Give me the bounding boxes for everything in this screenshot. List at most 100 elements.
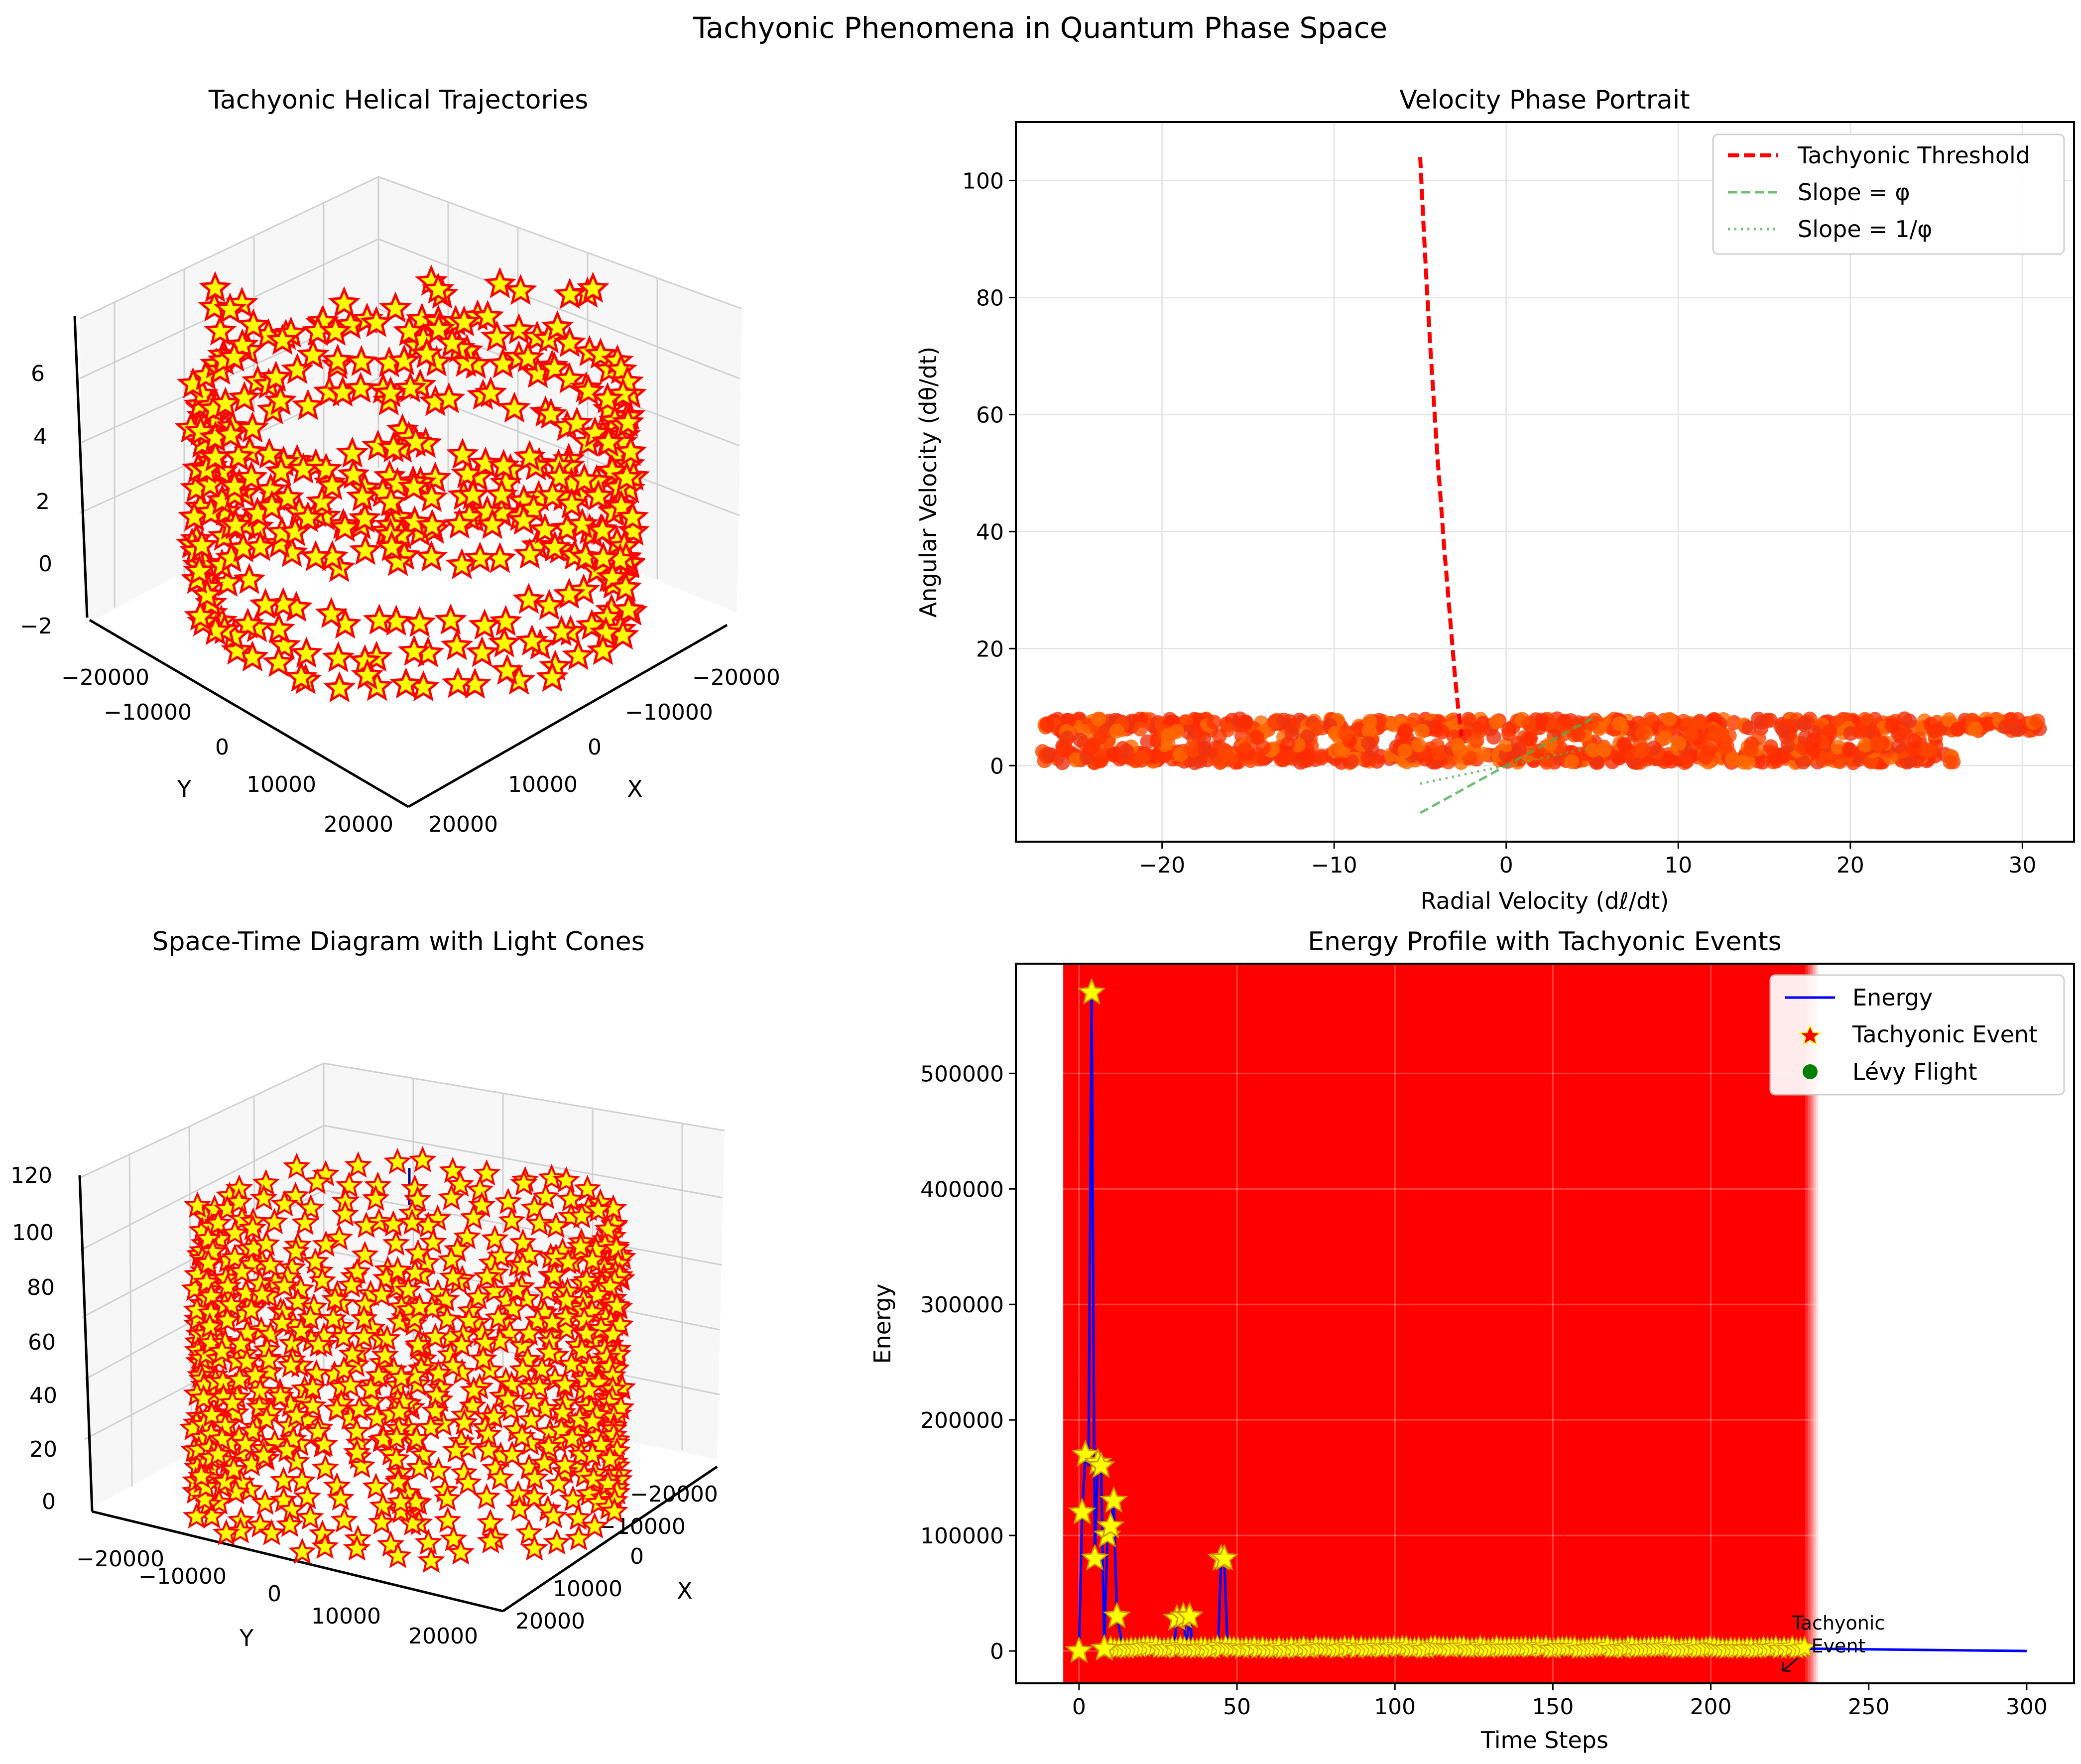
star-marker: [194, 1249, 222, 1275]
y-tick-label: 500000: [920, 1061, 1004, 1087]
star-marker: [437, 1183, 466, 1210]
star-marker: [508, 1422, 536, 1449]
star-marker: [487, 449, 520, 480]
star-marker: [214, 1272, 242, 1299]
y-axis-label-c: Y: [239, 1625, 254, 1651]
star-marker: [349, 533, 382, 565]
star-marker: [382, 1229, 410, 1256]
star-marker: [609, 571, 642, 602]
star-marker: [304, 1330, 332, 1357]
star-marker: [218, 340, 251, 372]
x-axis-label-b: Radial Velocity (dℓ/dt): [1421, 887, 1669, 914]
x-tick-label: −10: [1311, 853, 1357, 878]
star-marker: [321, 1285, 349, 1312]
star-marker: [233, 1347, 261, 1374]
panel-spacetime-3d: Space-Time Diagram with Light Cones 0 20: [10, 927, 725, 1651]
legend-label: Slope = 1/φ: [1798, 216, 1933, 243]
scatter-point: [1564, 754, 1580, 769]
star-marker: [568, 1202, 596, 1229]
star-marker: [536, 660, 569, 692]
star-marker: [489, 605, 522, 636]
scatter-point: [1169, 724, 1185, 739]
y-tick-label: −20000: [76, 1546, 164, 1572]
tachyonic-span: [1063, 964, 1819, 1683]
scatter-point: [1414, 724, 1430, 739]
star-marker: [509, 1252, 537, 1278]
star-marker: [266, 1382, 294, 1409]
star-marker: [572, 1319, 601, 1346]
scatter-point: [1967, 721, 1982, 737]
star-marker: [474, 376, 507, 408]
star-marker: [204, 314, 237, 346]
star-marker: [433, 1485, 462, 1512]
star-marker: [415, 540, 448, 572]
y-tick-label: 60: [976, 402, 1004, 428]
star-marker: [323, 671, 356, 703]
star-marker: [279, 515, 312, 546]
star-marker: [199, 271, 232, 302]
star-marker: [404, 1239, 432, 1265]
star-marker: [578, 1440, 607, 1467]
scatter-point: [1842, 742, 1857, 757]
z-tick-label: 40: [29, 1383, 57, 1408]
star-marker: [185, 528, 219, 560]
star-marker: [515, 1319, 543, 1346]
star-marker: [557, 1350, 586, 1377]
star-marker: [382, 1444, 410, 1471]
scatter-point: [1093, 754, 1108, 769]
y-tick-label: 0: [267, 1581, 281, 1607]
y-axis-label-a: Y: [177, 775, 192, 802]
scatter-point: [1218, 743, 1233, 758]
scatter-point: [1197, 742, 1213, 757]
star-marker: [239, 1214, 267, 1241]
star-marker: [1096, 1511, 1125, 1538]
star-marker: [599, 1194, 627, 1221]
scatter-point: [1891, 739, 1907, 754]
star-marker: [387, 344, 421, 376]
star-marker: [184, 599, 217, 631]
star-marker: [498, 1440, 526, 1467]
star-marker: [208, 1337, 236, 1364]
span-fade: [1808, 964, 1811, 1683]
scatter-point: [1361, 723, 1377, 739]
z-tick-label: 80: [27, 1275, 55, 1300]
star-marker: [328, 286, 361, 318]
star-marker: [204, 1209, 232, 1236]
star-marker: [231, 607, 264, 639]
star-marker: [394, 371, 427, 403]
scatter-point: [1679, 754, 1695, 769]
x-tick-label: 250: [1848, 1694, 1890, 1720]
z-tick-label: 100: [12, 1220, 54, 1246]
star-marker: [562, 638, 595, 670]
scatter-point: [1684, 727, 1699, 743]
scatter-point: [1041, 747, 1056, 762]
star-marker: [183, 554, 216, 586]
star-marker: [510, 1169, 538, 1196]
star-marker: [266, 323, 299, 355]
star-marker: [255, 1346, 283, 1373]
star-marker: [422, 312, 456, 344]
series-lines-b: [1418, 157, 1593, 814]
star-marker: [327, 1484, 355, 1511]
star-marker: [211, 1411, 240, 1438]
y-tick-label: 40: [976, 519, 1004, 545]
star-marker: [469, 1345, 497, 1372]
scatter-point: [1852, 724, 1867, 740]
scatter-point: [1238, 714, 1253, 730]
z-ticks-c: 0 20 40 60 80 100 120: [10, 1163, 57, 1514]
star-marker: [363, 603, 396, 635]
star-marker: [306, 485, 339, 516]
star-marker: [498, 391, 531, 423]
star-marker: [1102, 1601, 1131, 1629]
star-marker: [362, 1473, 390, 1500]
star-marker: [405, 1292, 434, 1319]
star-marker: [542, 1212, 570, 1239]
star-marker: [525, 1209, 554, 1236]
panel-helical-3d: Tachyonic Helical Trajectories −2 0 2: [20, 85, 780, 837]
star-marker: [504, 273, 537, 305]
star-marker: [199, 440, 232, 472]
star-marker: [382, 1423, 411, 1450]
span-fade: [1816, 964, 1819, 1683]
star-marker: [519, 1387, 548, 1414]
